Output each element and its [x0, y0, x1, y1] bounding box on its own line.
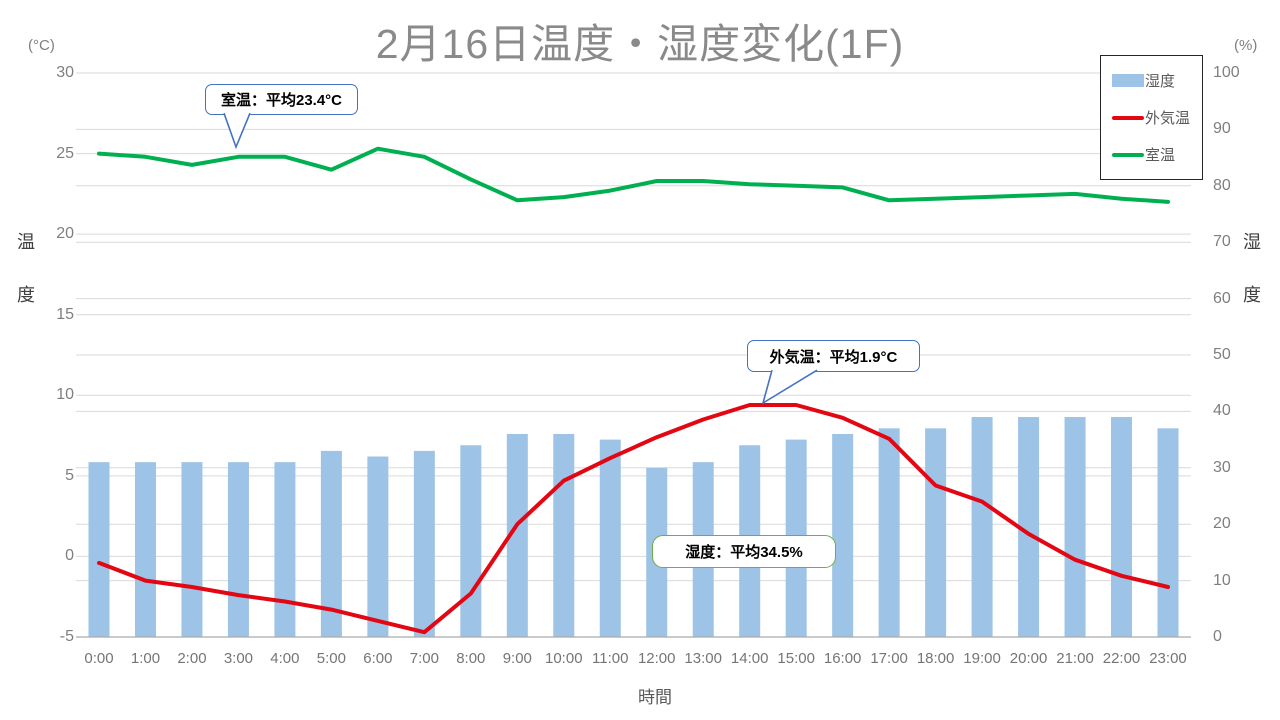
right-axis-tick-label: 80 [1213, 176, 1231, 194]
humidity-annotation: 湿度：平均34.5% [652, 535, 836, 568]
outdoor-temp-swatch-icon [1112, 115, 1144, 120]
right-axis-unit: (%) [1234, 37, 1258, 54]
humidity-bar [971, 417, 993, 637]
room-temp-swatch-icon [1112, 152, 1144, 157]
humidity-bar [1064, 417, 1086, 637]
legend-label-humidity: 湿度 [1145, 73, 1176, 90]
right-axis-tick-label: 70 [1213, 233, 1231, 251]
right-axis-tick-label: 40 [1213, 402, 1231, 420]
x-axis-label: 23:00 [1149, 650, 1187, 667]
x-axis-label: 20:00 [1009, 650, 1048, 667]
x-axis-label: 7:00 [409, 650, 439, 667]
legend: 湿度 外気温 室温 [1100, 55, 1203, 180]
right-axis-tick-label: 0 [1213, 628, 1222, 645]
right-axis-tick-label: 30 [1213, 458, 1231, 476]
humidity-bar [1111, 417, 1133, 637]
legend-item-room-temp: 室温 [1112, 144, 1202, 165]
x-axis-label: 9:00 [502, 650, 532, 667]
left-axis-tick-label: 15 [56, 305, 74, 323]
x-axis-label: 0:00 [84, 650, 114, 667]
x-axis-label: 3:00 [223, 650, 254, 667]
x-axis-label: 19:00 [963, 650, 1001, 667]
left-axis-tick-label: -5 [59, 628, 74, 645]
legend-item-outdoor-temp: 外気温 [1112, 107, 1202, 128]
x-axis-label: 16:00 [823, 650, 862, 667]
room-temp-line [97, 146, 1170, 204]
x-axis-title: 時間 [638, 688, 672, 707]
left-axis-tick-label: 10 [56, 386, 74, 404]
right-axis-tick-label: 90 [1213, 120, 1231, 138]
humidity-bar [134, 462, 156, 637]
left-axis-tick-label: 5 [65, 466, 74, 484]
humidity-bar [1018, 417, 1040, 637]
humidity-bar [460, 445, 482, 637]
right-axis-title-char2: 度 [1243, 285, 1261, 305]
outdoor-temp-annotation: 外気温：平均1.9°C [747, 340, 920, 372]
right-axis-title-char1: 湿 [1243, 232, 1261, 252]
x-axis-label: 15:00 [777, 650, 815, 667]
humidity-bar [506, 433, 528, 637]
humidity-bar [925, 428, 947, 637]
x-axis-label: 14:00 [730, 650, 769, 667]
humidity-bar [227, 462, 249, 637]
x-axis-label: 21:00 [1056, 650, 1094, 667]
humidity-swatch-icon [1112, 74, 1144, 87]
right-axis-tick-label: 10 [1213, 571, 1231, 589]
x-axis-label: 1:00 [130, 650, 161, 667]
outdoor-temp-line [97, 403, 1170, 635]
right-axis-tick-label: 60 [1213, 289, 1231, 307]
humidity-bar [1157, 428, 1179, 637]
x-axis-label: 8:00 [456, 650, 486, 667]
left-axis-title-char1: 温 [17, 232, 35, 252]
right-axis-tick-label: 100 [1213, 64, 1240, 81]
left-axis-tick-label: 25 [56, 144, 74, 162]
x-axis-label: 12:00 [637, 650, 676, 667]
humidity-bar [320, 450, 342, 637]
humidity-bar [599, 439, 621, 637]
x-axis-label: 6:00 [363, 650, 393, 667]
humidity-bar [878, 428, 900, 637]
right-axis-tick-label: 50 [1213, 346, 1231, 363]
legend-label-room-temp: 室温 [1145, 147, 1176, 164]
x-axis-label: 5:00 [316, 650, 346, 667]
humidity-bar [553, 433, 575, 637]
humidity-bar [181, 462, 203, 637]
x-axis-label: 13:00 [684, 650, 722, 667]
humidity-bar [832, 433, 854, 637]
x-axis-label: 2:00 [177, 650, 207, 667]
x-axis-label: 18:00 [916, 650, 955, 667]
room-temp-annotation: 室温：平均23.4°C [205, 84, 358, 115]
left-axis-unit: (°C) [28, 37, 55, 54]
humidity-bar [274, 462, 296, 637]
chart-title: 2月16日温度・湿度変化(1F) [375, 21, 905, 67]
left-axis-tick-label: 30 [56, 64, 74, 81]
x-axis-label: 17:00 [870, 650, 908, 667]
left-axis-title-char2: 度 [17, 285, 35, 305]
legend-item-humidity: 湿度 [1112, 70, 1202, 91]
right-axis-title: 湿 度 [1243, 228, 1261, 307]
x-axis-label: 4:00 [270, 650, 300, 667]
humidity-bar [367, 456, 389, 637]
left-axis-tick-label: 20 [56, 225, 74, 243]
humidity-bar [88, 462, 110, 637]
right-axis-tick-label: 20 [1213, 515, 1231, 533]
legend-label-outdoor-temp: 外気温 [1145, 110, 1191, 127]
x-axis-label: 10:00 [545, 650, 583, 667]
humidity-bar [413, 450, 435, 637]
x-axis-label: 22:00 [1102, 650, 1141, 667]
left-axis-title: 温 度 [17, 228, 35, 307]
left-axis-tick-label: 0 [65, 547, 74, 565]
x-axis-label: 11:00 [592, 650, 629, 667]
